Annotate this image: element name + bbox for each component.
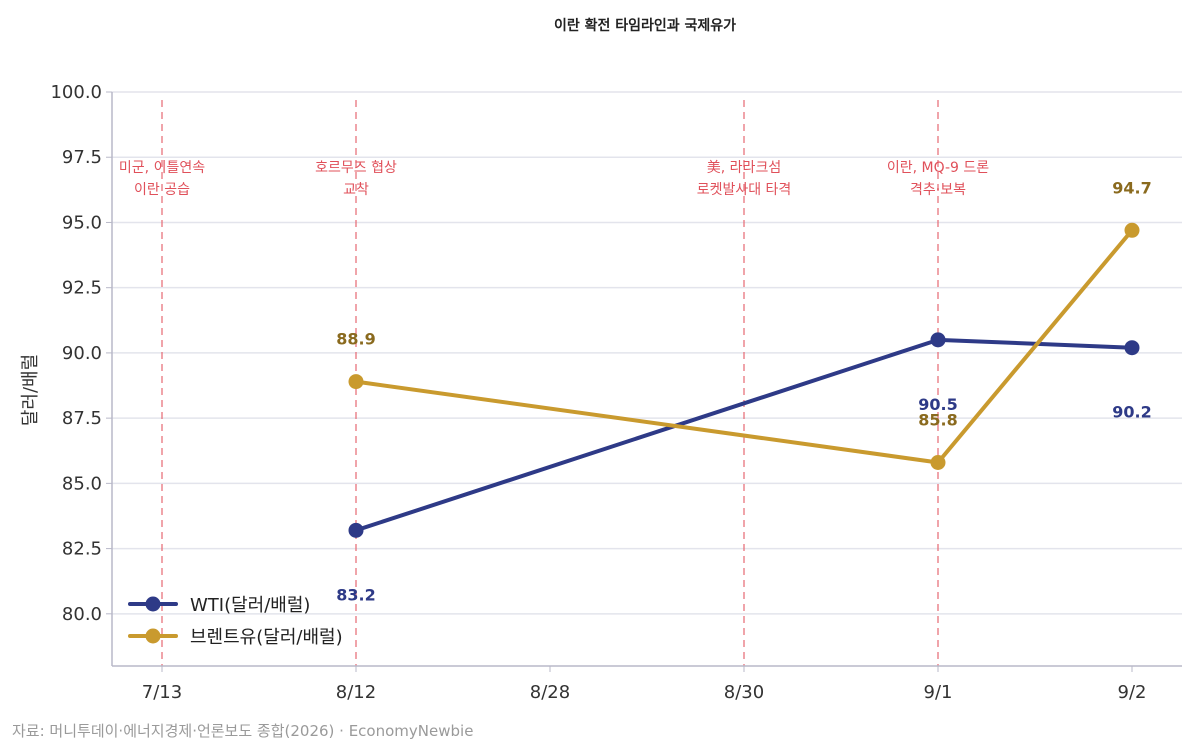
- data-point: [930, 332, 946, 348]
- data-point: [348, 522, 364, 538]
- x-tick-label: 8/28: [530, 682, 570, 703]
- event-label: 미군, 이틀연속: [119, 160, 205, 176]
- series-layer: [348, 222, 1140, 538]
- y-tick-label: 85.0: [62, 473, 102, 494]
- data-point: [1124, 340, 1140, 356]
- grid-layer: [112, 91, 1182, 615]
- data-point: [930, 454, 946, 470]
- event-label: 로켓발사대 타격: [697, 182, 792, 198]
- legend-swatch-marker: [145, 596, 161, 612]
- y-tick-label: 90.0: [62, 343, 102, 364]
- event-label: 이란, MQ-9 드론: [887, 160, 989, 176]
- y-tick-label: 100.0: [50, 82, 102, 103]
- legend: WTI(달러/배럴) 브렌트유(달러/배럴): [128, 595, 343, 648]
- event-label: 격추·보복: [910, 182, 966, 198]
- data-label: 94.7: [1112, 178, 1151, 197]
- legend-swatch-marker: [145, 628, 161, 644]
- data-label: 85.8: [918, 410, 957, 429]
- event-label: 교착: [343, 182, 369, 198]
- data-label: 83.2: [336, 585, 375, 604]
- x-tick-label: 9/1: [924, 682, 953, 703]
- y-tick-label: 97.5: [62, 147, 102, 168]
- y-tick-label: 87.5: [62, 408, 102, 429]
- axes: 80.0 82.5 85.0 87.5 90.0 92.5 95.0 97.5 100.0 7/1…: [50, 82, 1182, 703]
- y-axis-label: 달러/배럴: [20, 354, 41, 426]
- data-point: [1124, 222, 1140, 238]
- data-label: 88.9: [336, 330, 375, 349]
- x-tick-label: 9/2: [1118, 682, 1147, 703]
- x-tick-label: 7/13: [142, 682, 182, 703]
- data-label: 90.2: [1112, 403, 1151, 422]
- y-tick-label: 92.5: [62, 278, 102, 299]
- data-point: [348, 374, 364, 390]
- y-tick-label: 82.5: [62, 539, 102, 560]
- y-tick-label: 80.0: [62, 604, 102, 625]
- data-label: 90.5: [918, 395, 957, 414]
- legend-label: 브렌트유(달러/배럴): [190, 627, 343, 648]
- x-tick-label: 8/30: [724, 682, 764, 703]
- y-tick-label: 95.0: [62, 212, 102, 233]
- source-note: 자료: 머니투데이·에너지경제·언론보도 종합(2026) · EconomyN…: [12, 722, 473, 740]
- x-tick-label: 8/12: [336, 682, 376, 703]
- event-label: 이란 공습: [134, 182, 190, 198]
- legend-label: WTI(달러/배럴): [190, 595, 310, 616]
- data-labels: 83.2 90.5 90.2 88.9 85.8 94.7: [336, 178, 1151, 604]
- event-label: 美, 라라크섬: [707, 160, 781, 176]
- chart-title: 이란 확전 타임라인과 국제유가: [554, 17, 736, 34]
- event-label: 호르무즈 협상: [315, 160, 397, 176]
